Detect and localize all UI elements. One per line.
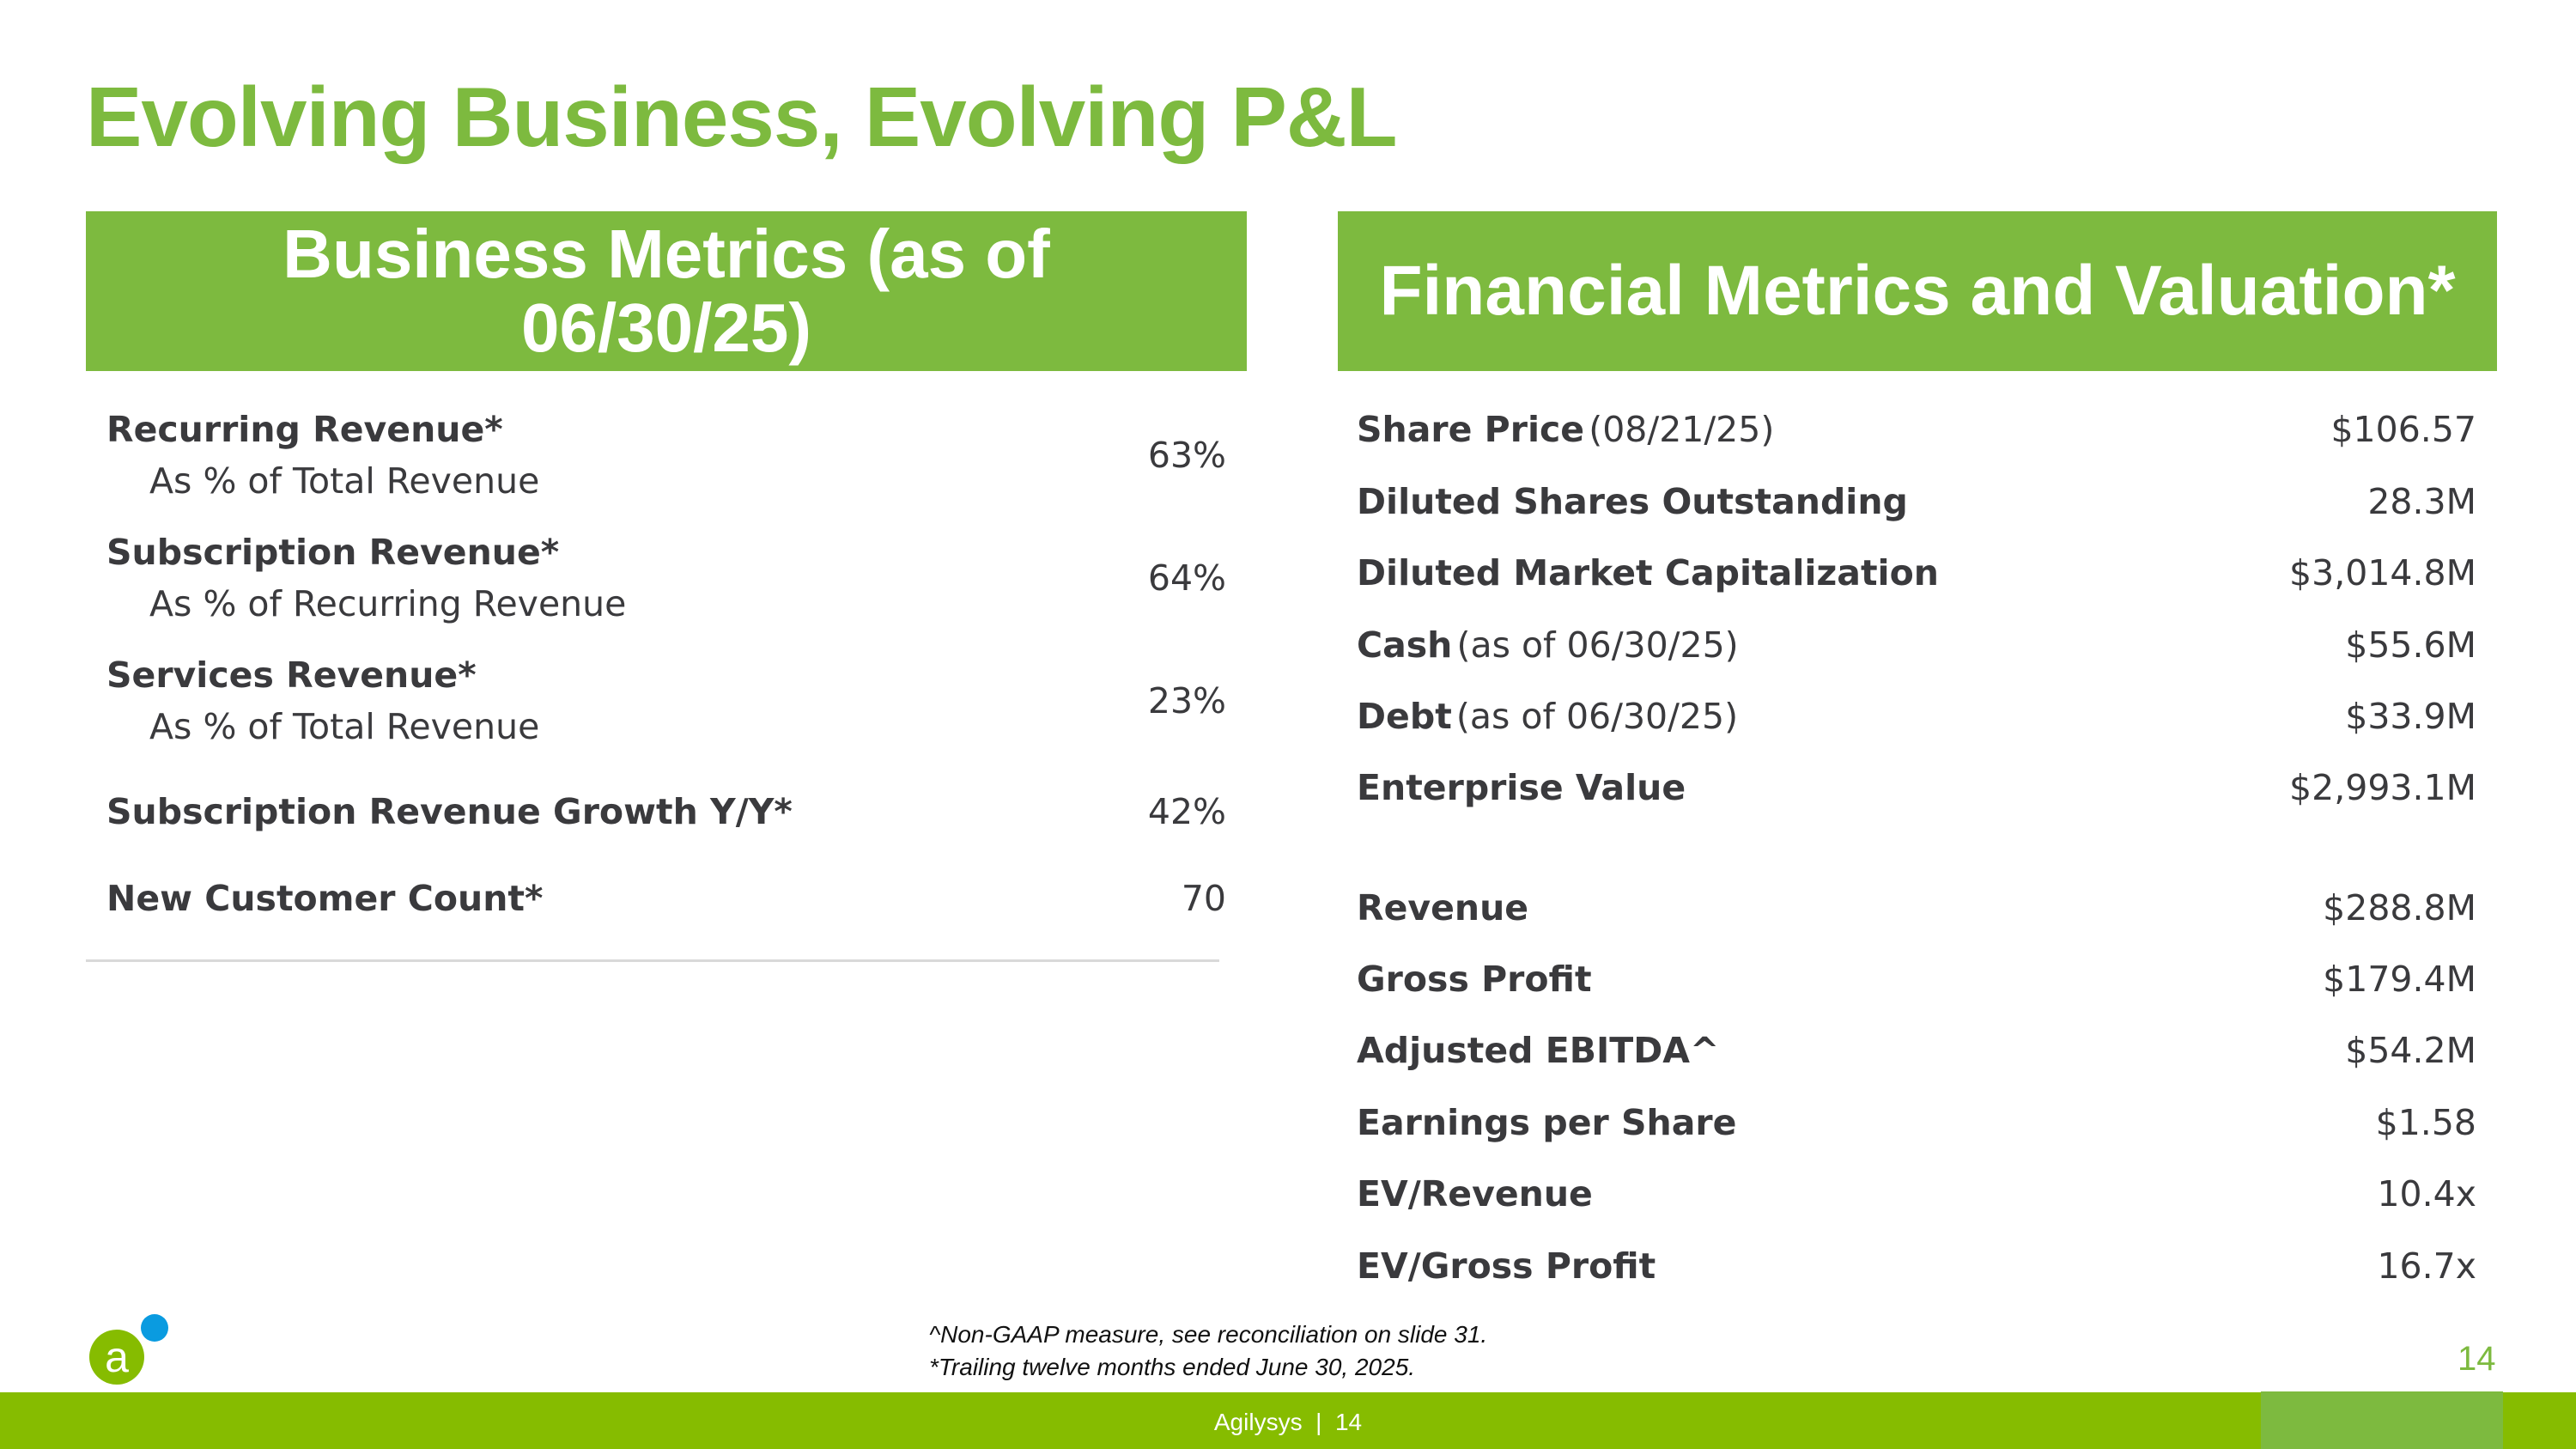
fin-row-value: 16.7x <box>2377 1245 2476 1287</box>
agilysys-logo-icon: a <box>86 1310 172 1387</box>
fin-row-label: Diluted Market Capitalization <box>1357 552 1939 594</box>
fin-row-value: $54.2M <box>2345 1030 2476 1071</box>
metric-value: 23% <box>1147 680 1226 721</box>
metric-value: 70 <box>1181 878 1226 919</box>
business-metrics-header-text: Business Metrics (as of 06/30/25) <box>283 216 1050 366</box>
fin-row-value: $106.57 <box>2330 409 2476 450</box>
fin-row-label: Cash (as of 06/30/25) <box>1357 624 1739 666</box>
financial-metrics-header-text: Financial Metrics and Valuation* <box>1379 252 2456 330</box>
metric-label: New Customer Count* <box>106 878 544 919</box>
fin-row-value: $3,014.8M <box>2289 552 2476 594</box>
footer-accent-block <box>2261 1391 2503 1449</box>
fin-row-value: 28.3M <box>2367 481 2476 522</box>
footnotes: ^Non-GAAP measure, see reconciliation on… <box>929 1318 1487 1384</box>
metric-sublabel: As % of Total Revenue <box>149 460 540 502</box>
fin-row-value: $2,993.1M <box>2289 767 2476 808</box>
fin-row-value: $1.58 <box>2375 1102 2476 1143</box>
footnote-ttm: *Trailing twelve months ended June 30, 2… <box>929 1354 1416 1380</box>
fin-row-label: Adjusted EBITDA^ <box>1357 1030 1720 1071</box>
business-metrics-header: Business Metrics (as of 06/30/25) <box>86 211 1247 371</box>
metric-sublabel: As % of Recurring Revenue <box>149 583 627 624</box>
metric-label: Recurring Revenue* <box>106 409 503 450</box>
footer-text: Agilysys | 14 <box>1213 1409 1363 1435</box>
fin-row-value: $55.6M <box>2345 624 2476 666</box>
financial-metrics-header: Financial Metrics and Valuation* <box>1338 211 2497 371</box>
fin-row-value: 10.4x <box>2377 1173 2476 1215</box>
svg-text:a: a <box>105 1333 129 1381</box>
metric-value: 64% <box>1147 557 1226 599</box>
fin-row-label: Enterprise Value <box>1357 767 1686 808</box>
fin-row-value: $33.9M <box>2345 696 2476 737</box>
fin-row-label: EV/Gross Profit <box>1357 1245 1656 1287</box>
fin-row-label: Revenue <box>1357 887 1529 928</box>
metric-label: Services Revenue* <box>106 654 477 696</box>
fin-row-label: Debt (as of 06/30/25) <box>1357 696 1739 737</box>
fin-row-value: $179.4M <box>2323 959 2476 1000</box>
fin-row-label: EV/Revenue <box>1357 1173 1593 1215</box>
fin-row-label: Diluted Shares Outstanding <box>1357 481 1908 522</box>
table-divider <box>86 959 1219 962</box>
metric-label: Subscription Revenue Growth Y/Y* <box>106 791 793 832</box>
footer-bar <box>0 1392 2576 1449</box>
fin-row-value: $288.8M <box>2323 887 2476 928</box>
fin-row-label: Share Price (08/21/25) <box>1357 409 1775 450</box>
page-number: 14 <box>2458 1340 2496 1378</box>
metric-label: Subscription Revenue* <box>106 532 560 573</box>
page-title: Evolving Business, Evolving P&L <box>86 70 1397 164</box>
metric-value: 63% <box>1147 435 1226 476</box>
fin-row-label: Gross Profit <box>1357 959 1592 1000</box>
fin-row-label: Earnings per Share <box>1357 1102 1737 1143</box>
footnote-non-gaap: ^Non-GAAP measure, see reconciliation on… <box>929 1321 1488 1348</box>
metric-sublabel: As % of Total Revenue <box>149 706 540 747</box>
metric-value: 42% <box>1147 791 1226 832</box>
